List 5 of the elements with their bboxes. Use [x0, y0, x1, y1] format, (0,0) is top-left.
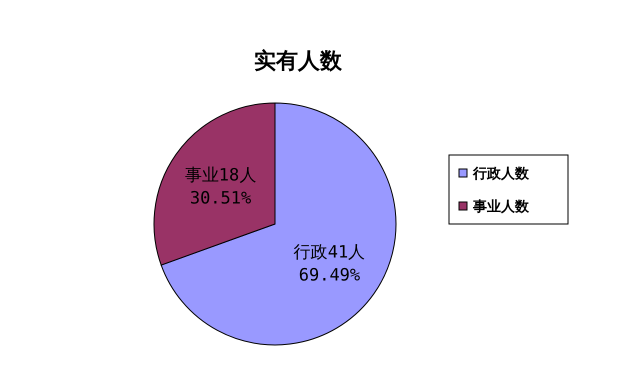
data-label: 行政41人 69.49%	[294, 242, 366, 286]
data-label: 事业18人 30.51%	[184, 166, 256, 209]
legend-label: 行政人数	[472, 166, 530, 182]
chart-title: 实有人数	[254, 48, 343, 74]
legend-label: 事业人数	[472, 199, 530, 215]
